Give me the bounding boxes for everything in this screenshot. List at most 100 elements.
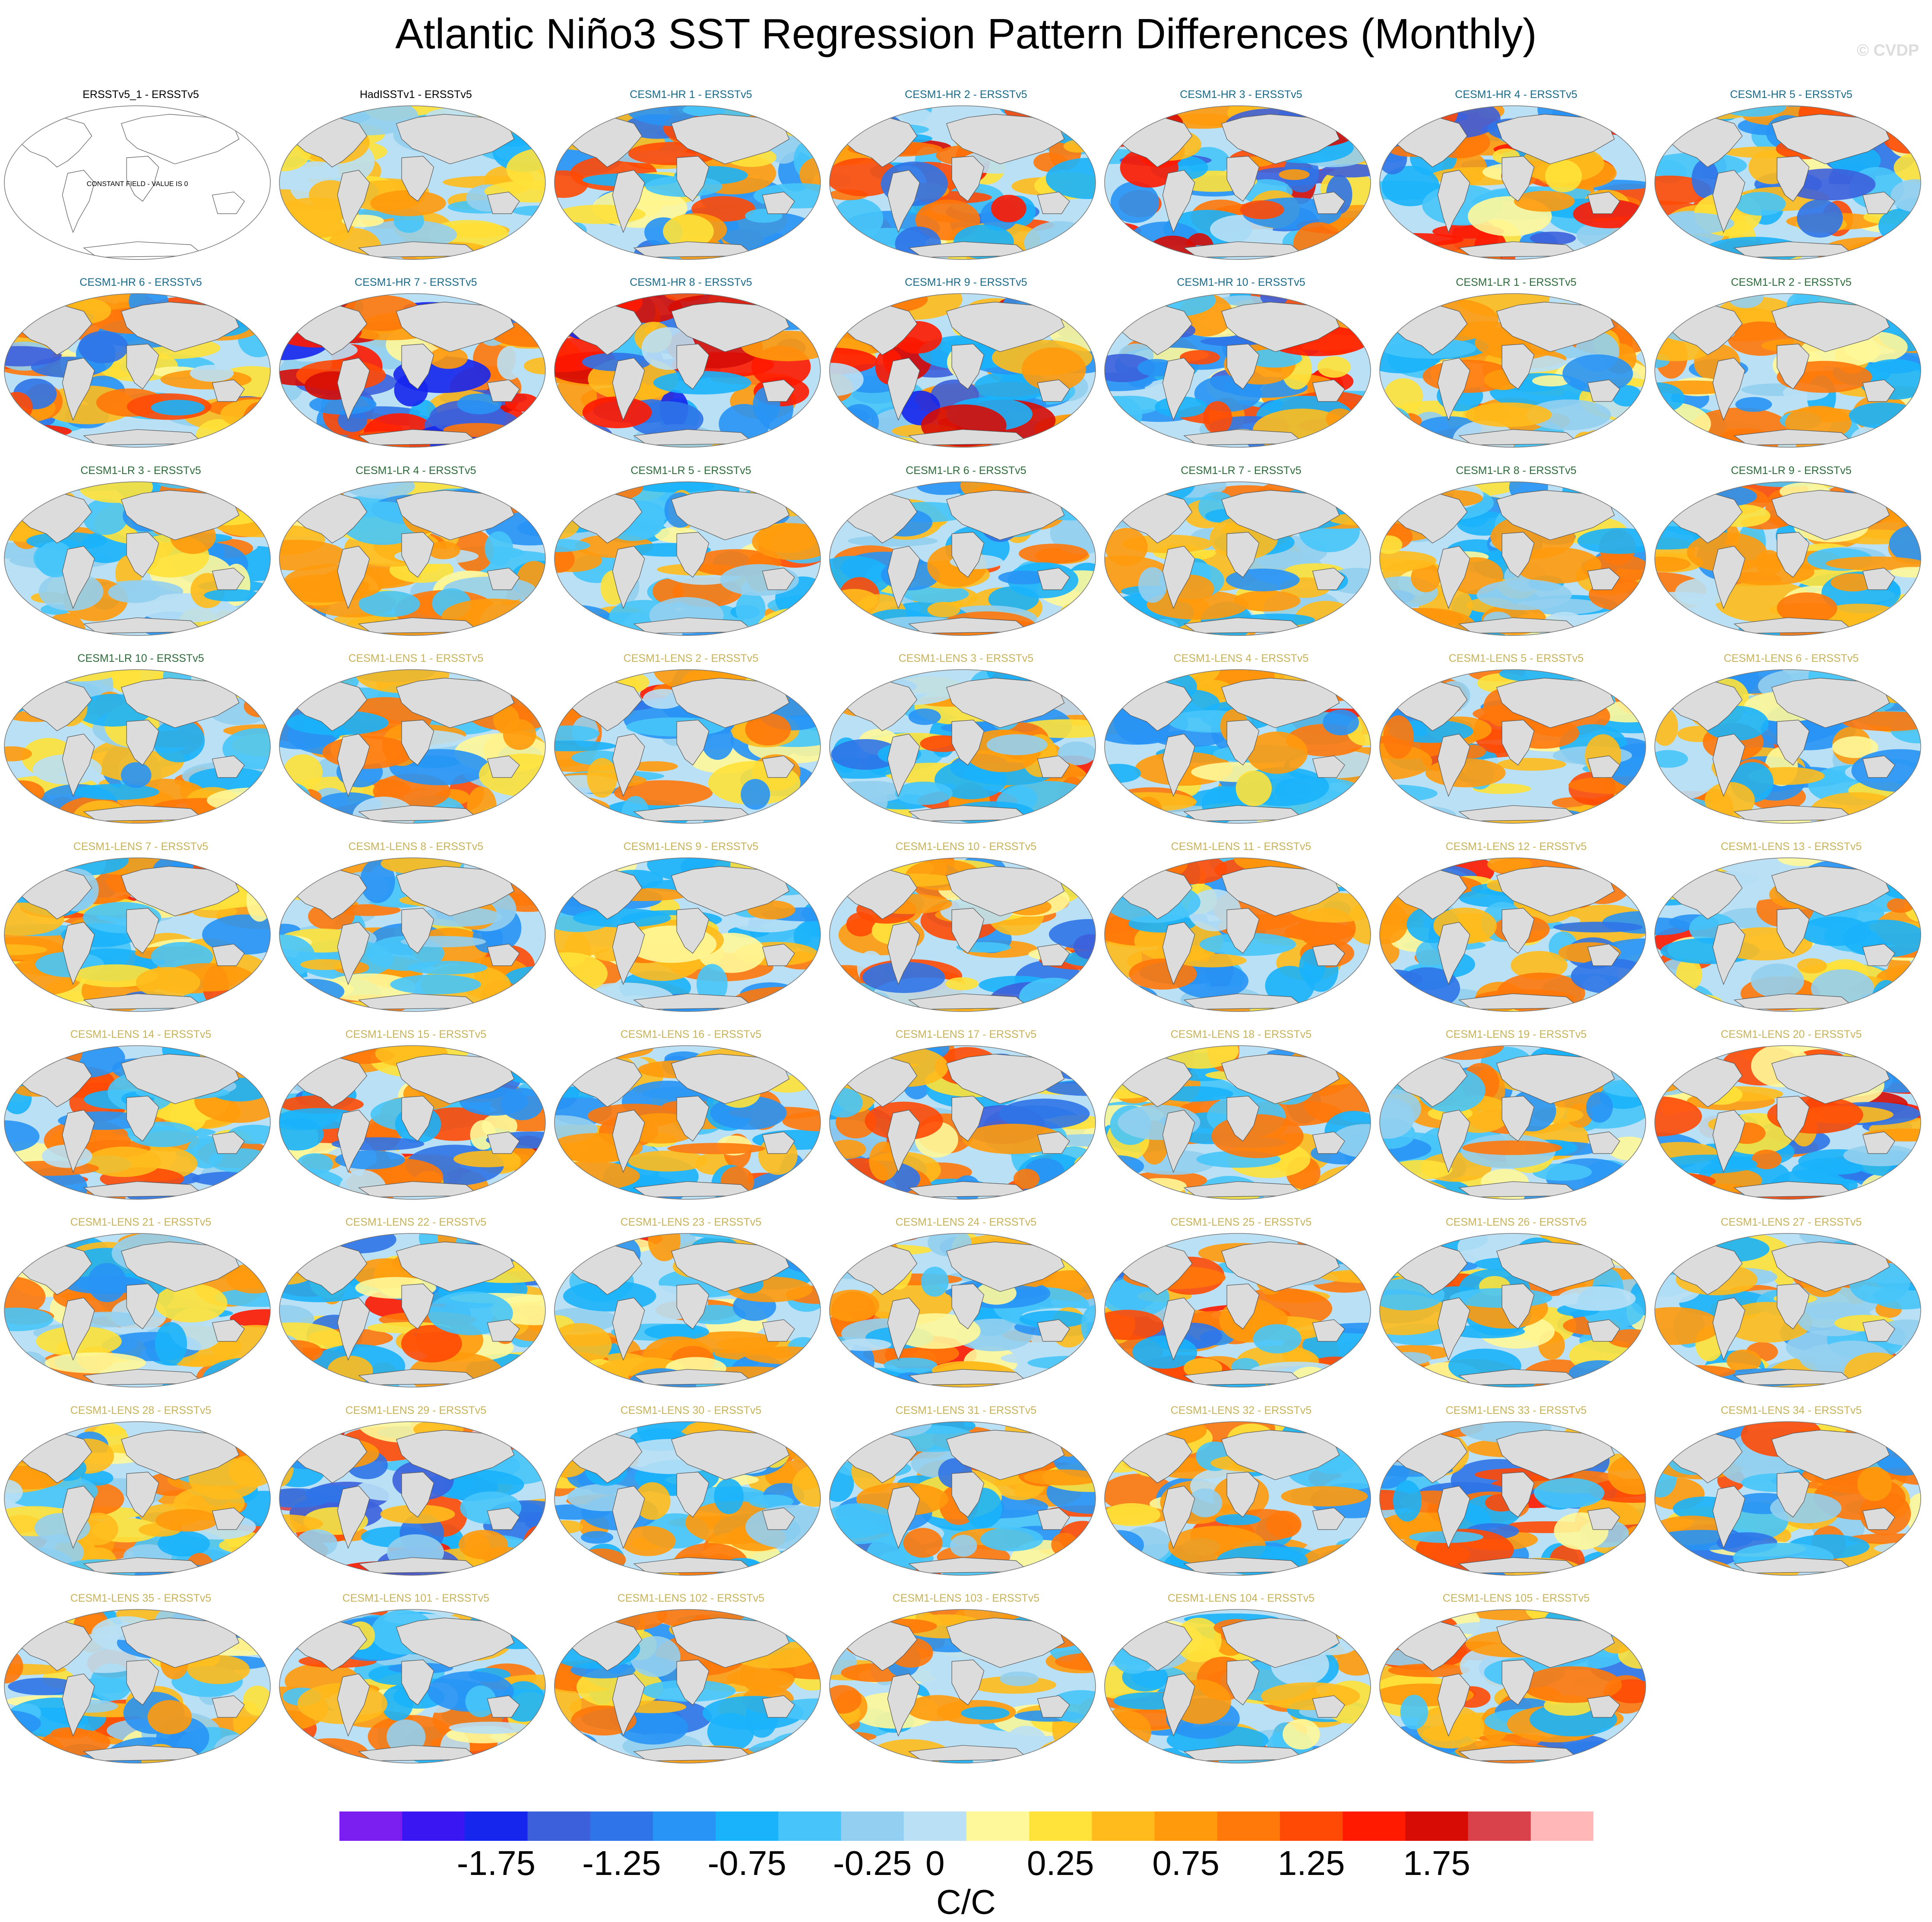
- anomaly-contour: [1655, 294, 1695, 314]
- world-map: [1104, 481, 1371, 636]
- anomaly-contour: [1064, 1622, 1096, 1636]
- anomaly-contour: [1343, 604, 1371, 615]
- continent-outline: [337, 1673, 370, 1737]
- world-map: [1654, 857, 1921, 1012]
- continent-outline: [121, 490, 240, 541]
- anomaly-contour: [1655, 294, 1712, 304]
- continent-outline: [1437, 922, 1470, 985]
- continent-outline: [1037, 1507, 1070, 1530]
- anomaly-contour: [1388, 1160, 1453, 1180]
- world-map: [554, 1421, 821, 1576]
- map-border: [829, 1421, 1096, 1576]
- continent-outline: [951, 1283, 985, 1330]
- map-border: [1379, 669, 1646, 824]
- anomaly-contour: [961, 1706, 1010, 1720]
- continent-outline: [121, 302, 240, 352]
- continent-outline: [1312, 1319, 1345, 1342]
- map-panel: CESM1-LENS 34 - ERSSTv5: [1654, 1404, 1929, 1592]
- world-map: [279, 857, 546, 1012]
- anomaly-contour: [457, 393, 502, 414]
- map-panel: CESM1-LR 9 - ERSSTv5: [1654, 465, 1929, 652]
- anomaly-contour: [1138, 567, 1167, 603]
- continent-outline: [121, 1618, 240, 1668]
- anomaly-contour: [390, 974, 481, 994]
- continent-outline: [671, 490, 790, 541]
- continent-outline: [762, 1695, 795, 1718]
- anomaly-contour: [1655, 230, 1694, 259]
- anomaly-contour: [1050, 510, 1096, 554]
- world-map: [1379, 481, 1646, 636]
- anomaly-contour: [830, 363, 864, 397]
- panel-title: CESM1-LENS 34 - ERSSTv5: [1720, 1404, 1862, 1416]
- panel-title: CESM1-LENS 26 - ERSSTv5: [1445, 1216, 1587, 1229]
- anomaly-contour: [554, 417, 592, 448]
- continent-outline: [1037, 1319, 1070, 1342]
- map-panel: CESM1-HR 2 - ERSSTv5: [829, 89, 1103, 276]
- continent-outline: [762, 1131, 795, 1154]
- anomaly-contour: [1306, 809, 1371, 824]
- anomaly-contour: [1380, 1517, 1447, 1536]
- anomaly-contour: [571, 750, 624, 765]
- continent-outline: [1221, 678, 1340, 728]
- map-border: [1104, 1233, 1371, 1388]
- anomaly-contour: [296, 1529, 338, 1557]
- anomaly-contour: [4, 346, 62, 367]
- colorbar-swatch: [1092, 1811, 1155, 1841]
- continent-outline: [1587, 379, 1620, 402]
- panel-title: CESM1-LENS 29 - ERSSTv5: [345, 1404, 487, 1416]
- continent-outline: [1226, 531, 1260, 578]
- continent-outline: [951, 1660, 985, 1706]
- anomaly-contour: [279, 804, 329, 824]
- anomaly-contour: [238, 1609, 265, 1629]
- panel-title: CESM1-LENS 20 - ERSSTv5: [1720, 1028, 1862, 1040]
- anomaly-contour: [465, 1685, 497, 1717]
- anomaly-contour: [1105, 1503, 1161, 1526]
- map-border: [1379, 1045, 1646, 1200]
- anomaly-contour: [554, 725, 600, 742]
- anomaly-contour: [741, 779, 770, 810]
- continent-outline: [126, 344, 159, 390]
- continent-outline: [1587, 756, 1620, 778]
- map-border: [1104, 481, 1371, 636]
- anomaly-contour: [1497, 758, 1566, 771]
- colorbar-swatch: [1280, 1811, 1343, 1841]
- continent-outline: [1162, 170, 1195, 233]
- map-border: [4, 669, 271, 824]
- panel-title: CESM1-LENS 30 - ERSSTv5: [620, 1404, 762, 1416]
- map-border: [554, 857, 821, 1012]
- continent-outline: [212, 191, 245, 214]
- anomaly-contour: [72, 784, 159, 800]
- anomaly-contour: [1380, 106, 1421, 119]
- anomaly-contour: [1325, 1046, 1371, 1053]
- continent-outline: [126, 1283, 159, 1330]
- map-border: [1104, 1045, 1371, 1200]
- map-border: [554, 481, 821, 636]
- map-panel: CESM1-LENS 105 - ERSSTv5: [1379, 1592, 1653, 1780]
- anomaly-contour: [1521, 1666, 1622, 1703]
- world-map: [4, 1421, 271, 1576]
- continent-outline: [1712, 1486, 1745, 1549]
- anomaly-contour: [1000, 1671, 1039, 1686]
- world-map: [4, 669, 271, 824]
- anomaly-contour: [554, 1169, 570, 1199]
- world-map: [1654, 1233, 1921, 1388]
- anomaly-contour: [1048, 1745, 1096, 1764]
- continent-outline: [1226, 344, 1260, 390]
- anomaly-contour: [153, 719, 205, 762]
- world-map: [554, 105, 821, 260]
- anomaly-contour: [428, 541, 460, 560]
- world-map: [1104, 857, 1371, 1012]
- anomaly-contour: [1321, 164, 1371, 178]
- continent-outline: [887, 1297, 920, 1361]
- continent-outline: [1496, 114, 1615, 164]
- continent-outline: [671, 1053, 790, 1104]
- anomaly-contour: [4, 1233, 61, 1247]
- anomaly-contour: [300, 959, 350, 970]
- anomaly-contour: [1594, 701, 1646, 723]
- colorbar-swatch: [590, 1811, 653, 1841]
- map-panel: CESM1-LENS 1 - ERSSTv5: [279, 652, 553, 840]
- anomaly-contour: [1047, 1690, 1096, 1723]
- continent-outline: [762, 756, 795, 778]
- anomaly-contour: [1105, 238, 1131, 259]
- anomaly-contour: [554, 221, 587, 240]
